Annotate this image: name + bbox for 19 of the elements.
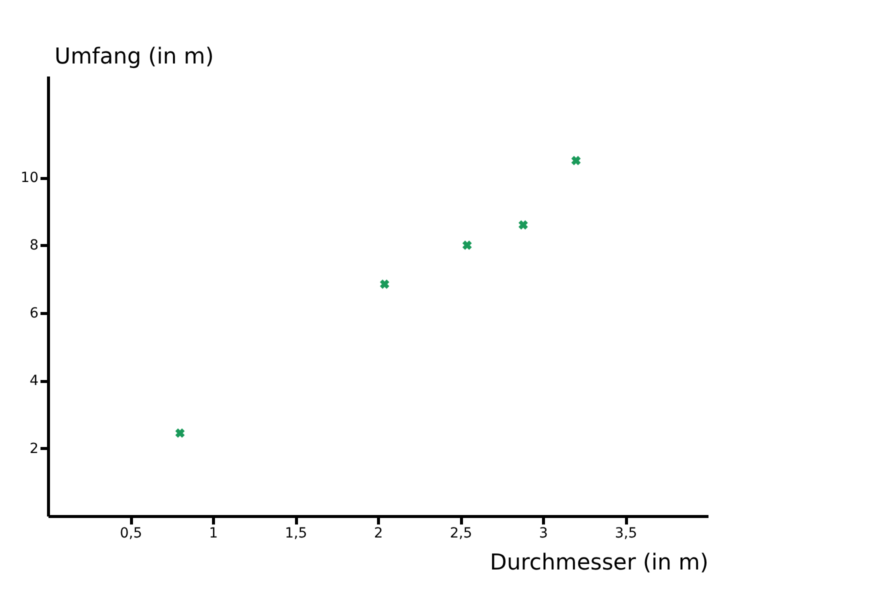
- point: [380, 279, 390, 289]
- x-axis-title: Durchmesser (in m): [490, 550, 708, 576]
- point: [571, 156, 581, 166]
- point: [462, 240, 472, 250]
- y-tick-label: 6: [30, 305, 39, 322]
- y-tick-label: 10: [20, 170, 38, 186]
- point: [175, 428, 185, 438]
- x-tick-label: 0,5: [120, 526, 142, 542]
- x-tick-label: 2,5: [450, 526, 472, 542]
- y-axis-title: Umfang (in m): [54, 44, 214, 70]
- point: [518, 220, 528, 230]
- x-tick-label: 3,5: [614, 526, 638, 542]
- x-tick-label: 1: [209, 526, 218, 542]
- x-tick-label: 2: [374, 526, 383, 542]
- y-tick-label: 8: [30, 238, 38, 254]
- x-tick-label: 3: [539, 526, 548, 542]
- y-tick-label: 4: [30, 373, 39, 390]
- x-tick-label: 1,5: [284, 526, 308, 542]
- y-tick-label: 2: [30, 440, 38, 457]
